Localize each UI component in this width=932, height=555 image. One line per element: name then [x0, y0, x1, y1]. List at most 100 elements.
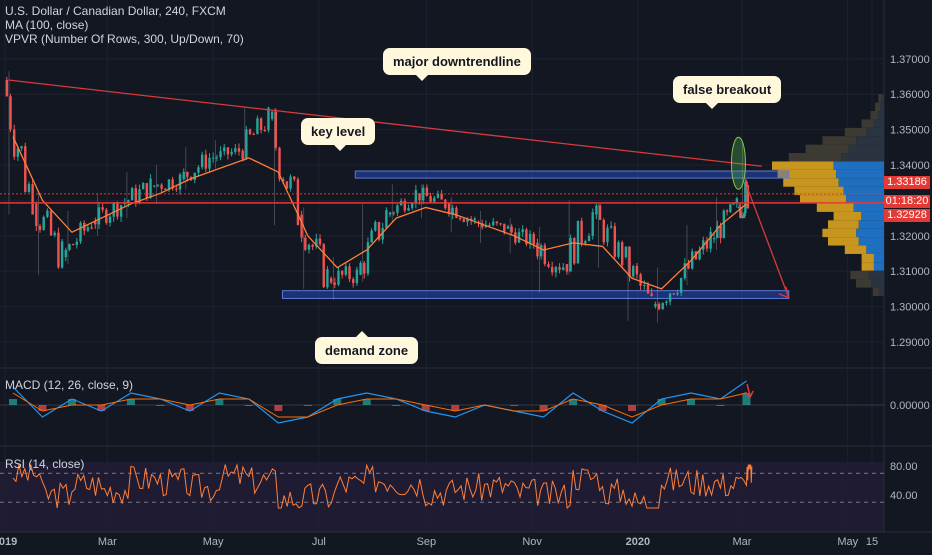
candle-body [374, 222, 377, 231]
candle-body [536, 242, 539, 257]
macd-histogram-bar [9, 399, 17, 405]
candle-body [668, 293, 672, 302]
candle-body [617, 242, 620, 257]
candle-body [462, 219, 465, 222]
candle-body [230, 151, 233, 155]
candle-body [127, 200, 130, 203]
candle-body [197, 167, 200, 173]
candle-body [451, 207, 454, 214]
candle-body [119, 205, 123, 217]
candle-body [591, 212, 594, 236]
candle-body [35, 203, 38, 227]
candle-body [9, 96, 12, 130]
macd-line [12, 380, 747, 424]
volume-bar-down [788, 153, 842, 162]
candle-body [503, 223, 506, 233]
downtrendline [8, 79, 762, 167]
candle-body [729, 204, 732, 212]
candle-body [112, 203, 115, 217]
time-tick-label: May [837, 536, 858, 548]
macd-histogram-bar [628, 405, 637, 411]
annotation-demand-zone: demand zone [315, 331, 419, 364]
projection-arrow-head [778, 286, 790, 299]
volume-bar-down [875, 102, 880, 112]
candle-body [396, 205, 399, 213]
ma-legend: MA (100, close) [5, 18, 89, 32]
price-tick-label: 1.29000 [890, 337, 930, 349]
candle-body [639, 274, 642, 286]
candle-body [322, 244, 325, 288]
volume-bar-down [861, 253, 874, 263]
time-tick-label: 15 [866, 536, 878, 548]
macd-histogram-bar [716, 405, 725, 406]
candle-body [576, 220, 580, 264]
rsi-line [12, 463, 753, 510]
candle-body [57, 232, 60, 268]
candle-body [573, 238, 576, 264]
volume-bar-up [833, 161, 884, 170]
rsi-tick-label: 40.00 [890, 490, 918, 502]
volume-bar-up [878, 287, 884, 296]
macd-signal-line [12, 392, 747, 418]
candle-body [447, 203, 451, 214]
candle-body [584, 241, 587, 244]
volume-bar-up [866, 245, 884, 254]
candle-body [742, 213, 746, 219]
candle-body [407, 207, 410, 211]
candle-body [495, 221, 499, 224]
candle-body [440, 193, 443, 200]
candle-body [248, 129, 252, 135]
candle-body [333, 282, 336, 285]
candle-body [285, 181, 289, 189]
candle-body [744, 181, 747, 214]
price-tick-label: 1.35000 [890, 125, 930, 137]
candle-body [646, 284, 650, 294]
candle-body [521, 229, 524, 233]
candle-body [215, 157, 219, 159]
candle-body [46, 210, 49, 217]
time-tick-label: 2020 [626, 536, 650, 548]
candle-body [20, 146, 23, 149]
candle-body [547, 264, 550, 267]
annotation-key-level: key level [301, 118, 376, 151]
candle-body [410, 203, 414, 208]
candle-body [665, 301, 668, 304]
candle-body [388, 212, 392, 215]
candle-body [237, 148, 241, 152]
candle-body [683, 263, 687, 279]
candle-body [492, 221, 495, 226]
candle-body [241, 150, 244, 160]
volume-bar-down [870, 111, 878, 120]
candle-body [281, 179, 285, 182]
candle-body [650, 293, 653, 296]
candle-body [278, 147, 281, 180]
candle-body [510, 226, 513, 233]
candle-body [741, 216, 745, 219]
candle-body [657, 303, 661, 310]
candle-body [403, 200, 406, 211]
candle-body [38, 226, 42, 230]
candle-body [429, 196, 432, 202]
candle-body [370, 230, 373, 243]
candle-body [543, 245, 547, 265]
candle-body [300, 214, 303, 238]
macd-histogram-bar [510, 405, 519, 406]
key-zones [281, 170, 790, 299]
candle-body [595, 205, 598, 215]
candle-body [267, 107, 270, 131]
candle-body [42, 216, 45, 230]
candle-body [661, 303, 664, 310]
candle-body [569, 238, 572, 272]
volume-bar-down [783, 178, 839, 187]
candle-body [414, 190, 418, 204]
candle-body [186, 171, 189, 177]
candle-body [355, 269, 359, 284]
volume-bar-down [861, 119, 874, 128]
vpvr-legend: VPVR (Number Of Rows, 300, Up/Down, 70) [5, 32, 244, 46]
grid [0, 0, 884, 532]
annotation-downtrendline: major downtrendline [383, 48, 531, 81]
candle-body [90, 227, 93, 229]
candle-body [528, 233, 532, 245]
candle-body [550, 266, 554, 273]
